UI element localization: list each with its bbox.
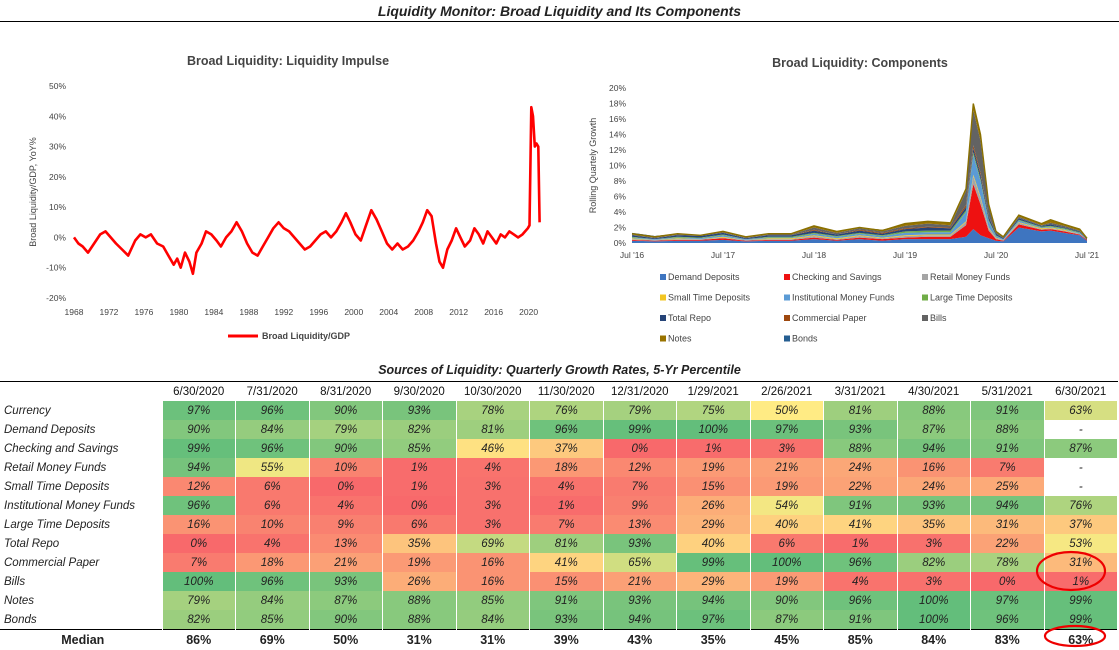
highlight-circle-median: [1045, 626, 1105, 646]
highlight-circle-cp-bills: [1037, 552, 1105, 590]
